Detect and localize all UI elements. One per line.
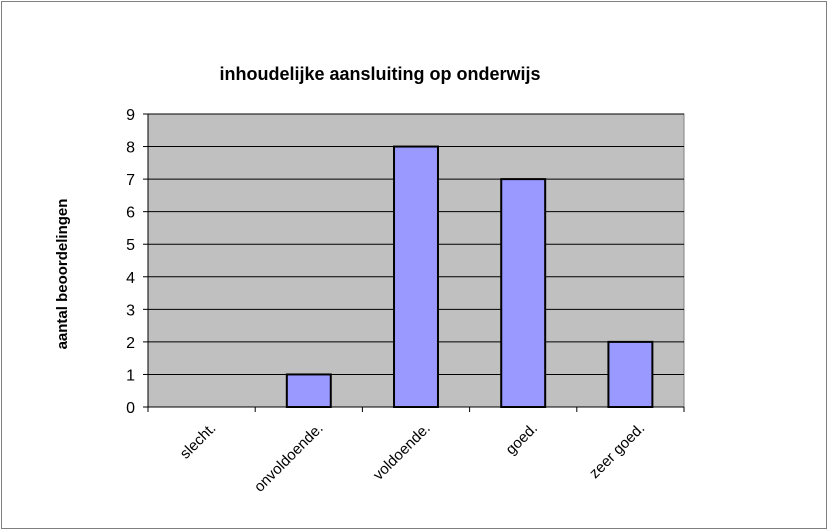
- y-tick-label: 5: [126, 237, 135, 254]
- y-tick-label: 3: [126, 302, 135, 319]
- bar: [607, 340, 654, 408]
- y-tick-labels: 0 1 2 3 4 5 6 7 8 9: [126, 107, 135, 417]
- x-tick-label: zeer goed.: [586, 420, 648, 482]
- bar: [285, 373, 332, 409]
- y-tick-label: 9: [126, 107, 135, 124]
- y-tick-label: 8: [126, 140, 135, 157]
- x-tick-label: voldoende.: [370, 420, 434, 484]
- y-tick-label: 2: [126, 335, 135, 352]
- y-tick-label: 0: [126, 400, 135, 417]
- x-tick-label: slecht.: [177, 420, 220, 463]
- bar: [500, 178, 547, 408]
- x-tick-label: onvoldoende.: [251, 420, 327, 496]
- y-tick-label: 1: [126, 367, 135, 384]
- x-tick-label: goed.: [502, 420, 541, 459]
- x-tick-labels: slecht. onvoldoende. voldoende. goed. zeer g…: [177, 420, 648, 496]
- y-tick-label: 7: [126, 172, 135, 189]
- y-tick-label: 6: [126, 205, 135, 222]
- y-tick-label: 4: [126, 270, 135, 287]
- chart-title: inhoudelijke aansluiting op onderwijs: [219, 64, 540, 84]
- y-axis-label: aantal beoordelingen: [54, 199, 71, 350]
- bar: [393, 145, 439, 409]
- axes: [143, 113, 685, 412]
